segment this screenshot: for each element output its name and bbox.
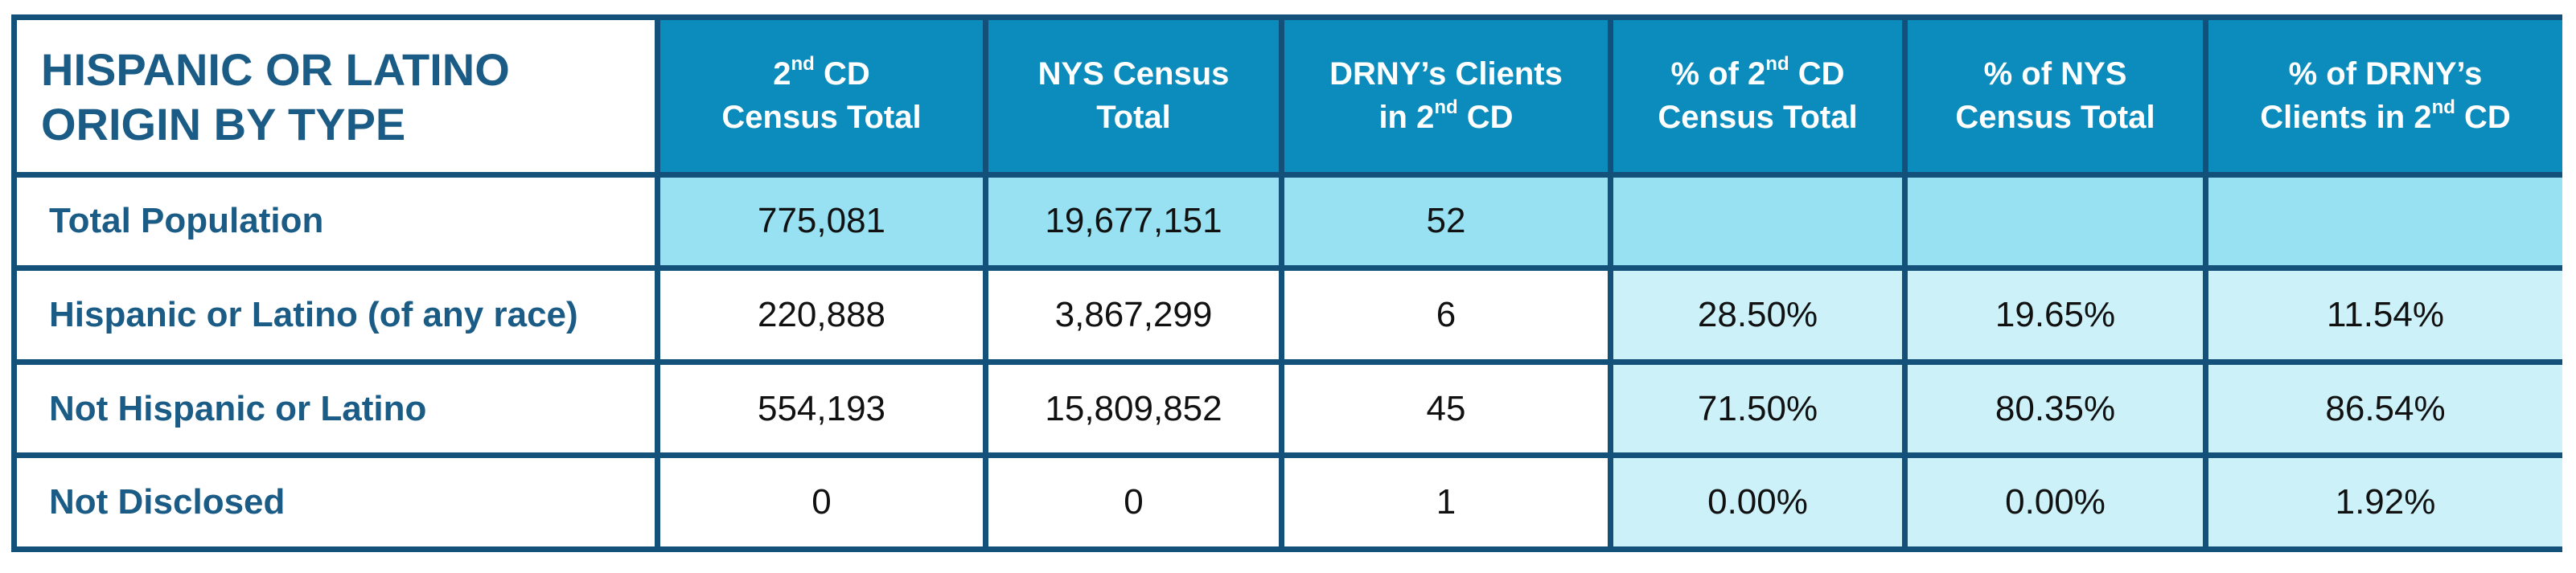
table-cell: 45 [1284, 364, 1608, 453]
row-label: Not Hispanic or Latino [17, 364, 655, 453]
table-cell: 19.65% [1908, 271, 2203, 359]
data-table: HISPANIC OR LATINO ORIGIN BY TYPE 2nd CD… [11, 14, 2568, 552]
table-row-total-population: Total Population 775,081 19,677,151 52 [17, 177, 2562, 266]
table-title-line-2: ORIGIN BY TYPE [41, 99, 406, 150]
table-cell: 52 [1284, 177, 1608, 266]
table-cell: 0.00% [1908, 458, 2203, 546]
table-cell: 11.54% [2208, 271, 2562, 359]
table-cell [1908, 177, 2203, 266]
column-header-drny-clients: DRNY’s Clients in 2nd CD [1284, 20, 1608, 172]
hispanic-latino-table: HISPANIC OR LATINO ORIGIN BY TYPE 2nd CD… [11, 14, 2562, 552]
table-cell: 0.00% [1613, 458, 1902, 546]
table-cell [2208, 177, 2562, 266]
column-header-pct-nys: % of NYS Census Total [1908, 20, 2203, 172]
table-cell: 554,193 [660, 364, 983, 453]
table-cell: 0 [988, 458, 1279, 546]
column-header-nys-census-total: NYS Census Total [988, 20, 1279, 172]
table-row-not-disclosed: Not Disclosed 0 0 1 0.00% 0.00% 1.92% [17, 458, 2562, 546]
table-cell: 3,867,299 [988, 271, 1279, 359]
table-cell: 15,809,852 [988, 364, 1279, 453]
table-cell: 19,677,151 [988, 177, 1279, 266]
table-cell: 71.50% [1613, 364, 1902, 453]
table-row-hispanic-or-latino: Hispanic or Latino (of any race) 220,888… [17, 271, 2562, 359]
table-cell: 80.35% [1908, 364, 2203, 453]
table-cell: 220,888 [660, 271, 983, 359]
row-label: Not Disclosed [17, 458, 655, 546]
row-label: Total Population [17, 177, 655, 266]
header-row: HISPANIC OR LATINO ORIGIN BY TYPE 2nd CD… [17, 20, 2562, 172]
table-cell: 6 [1284, 271, 1608, 359]
table-cell: 28.50% [1613, 271, 1902, 359]
table-cell: 1.92% [2208, 458, 2562, 546]
table-cell: 86.54% [2208, 364, 2562, 453]
column-header-pct-drny-clients: % of DRNY’s Clients in 2nd CD [2208, 20, 2562, 172]
table-cell [1613, 177, 1902, 266]
table-cell: 775,081 [660, 177, 983, 266]
table-row-not-hispanic-or-latino: Not Hispanic or Latino 554,193 15,809,85… [17, 364, 2562, 453]
column-header-pct-2nd-cd: % of 2nd CD Census Total [1613, 20, 1902, 172]
table-cell: 1 [1284, 458, 1608, 546]
table-cell: 0 [660, 458, 983, 546]
table-title-line-1: HISPANIC OR LATINO [41, 44, 510, 96]
column-header-2nd-cd-census-total: 2nd CD Census Total [660, 20, 983, 172]
row-label: Hispanic or Latino (of any race) [17, 271, 655, 359]
table-title: HISPANIC OR LATINO ORIGIN BY TYPE [17, 20, 655, 172]
